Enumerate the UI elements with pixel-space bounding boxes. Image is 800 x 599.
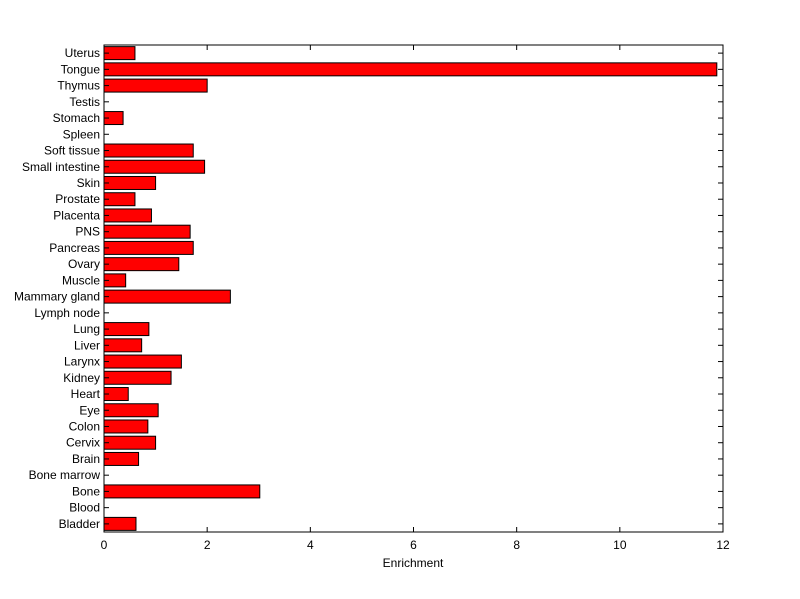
bar-pns [103,224,191,239]
y-tick-label: Uterus [65,46,100,60]
x-tick-label: 8 [513,538,520,552]
y-tick-label: Bladder [59,517,100,531]
bar-colon [103,419,149,434]
bar-kidney [103,370,172,385]
y-tick-label: Placenta [53,208,100,222]
x-axis-title: Enrichment [383,556,444,570]
bar-skin [103,175,157,190]
bar-eye [103,403,159,418]
y-tick-label: Lung [73,322,100,336]
y-tick-label: Blood [69,501,100,515]
x-tick-label: 10 [613,538,627,552]
y-tick-label: Stomach [53,111,100,125]
y-tick-label: Lymph node [34,306,100,320]
bar-mammary-gland [103,289,231,304]
bar-soft-tissue [103,143,194,158]
y-tick-label: Ovary [68,257,100,271]
y-tick-label: Bone [72,484,100,498]
bar-brain [103,451,140,466]
x-tick-label: 4 [307,538,314,552]
bar-pancreas [103,240,194,255]
y-tick-label: Small intestine [22,160,100,174]
bar-liver [103,338,143,353]
bar-ovary [103,257,180,272]
y-tick-label: Muscle [62,273,100,287]
bar-thymus [103,78,208,93]
bar-bone [103,484,261,499]
y-tick-label: Eye [79,403,100,417]
bar-cervix [103,435,157,450]
y-tick-label: Brain [72,452,100,466]
bar-tongue [103,62,718,77]
y-tick-label: Pancreas [49,241,100,255]
x-tick-label: 2 [204,538,211,552]
y-tick-label: Larynx [64,355,100,369]
bar-placenta [103,208,152,223]
x-tick-label: 12 [716,538,730,552]
x-tick-label: 6 [410,538,417,552]
y-tick-label: Heart [71,387,101,401]
y-tick-label: Liver [74,338,100,352]
x-tick-label: 0 [101,538,108,552]
y-tick-label: Spleen [63,127,100,141]
y-tick-label: Soft tissue [44,144,100,158]
y-tick-label: Prostate [55,192,100,206]
y-tick-label: Testis [69,95,100,109]
y-tick-label: PNS [75,225,100,239]
y-tick-label: Bone marrow [29,468,101,482]
y-tick-label: Colon [69,419,100,433]
plot-area-frame [103,44,724,533]
y-tick-label: Tongue [61,62,101,76]
y-tick-label: Mammary gland [14,290,100,304]
bar-lung [103,322,150,337]
x-axis: 0 2 4 6 8 10 12 [101,45,730,552]
y-tick-label: Skin [77,176,100,190]
y-axis: Bladder Blood Bone Bone marrow Brain Cervix Co… [14,46,723,531]
bar-larynx [103,354,182,369]
y-tick-label: Cervix [66,436,100,450]
y-tick-label: Kidney [63,371,100,385]
bar-small-intestine [103,159,206,174]
y-tick-label: Thymus [57,79,100,93]
bars-group [103,46,718,531]
